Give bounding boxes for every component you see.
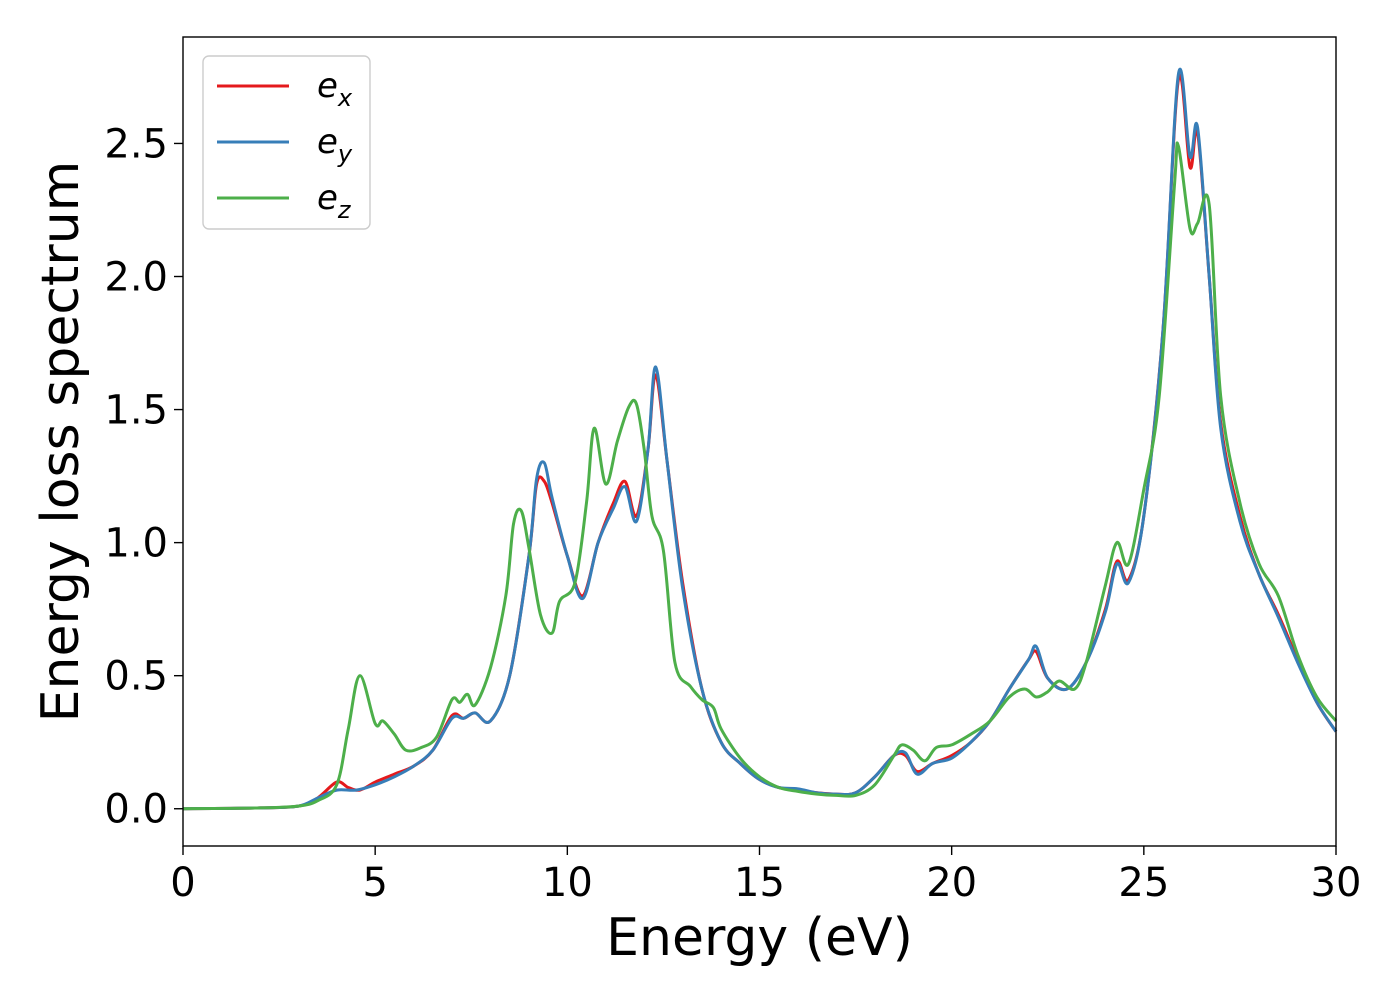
y-axis-label: Energy loss spectrum xyxy=(31,161,91,723)
x-tick-label: 15 xyxy=(734,860,785,906)
legend: ex ey ez xyxy=(202,55,371,230)
y-tick-label: 0.5 xyxy=(104,654,168,700)
y-tick-label: 0.0 xyxy=(104,787,168,833)
x-tick-label: 10 xyxy=(542,860,593,906)
y-tick-label: 2.5 xyxy=(104,121,168,167)
x-tick-label: 0 xyxy=(170,860,195,906)
y-tick-label: 2.0 xyxy=(104,255,168,301)
legend-label-e-y: ey xyxy=(317,122,353,168)
x-axis-label: Energy (eV) xyxy=(606,908,913,968)
y-axis-ticks: 0.0 0.5 1.0 1.5 2.0 2.5 xyxy=(104,121,183,833)
series-line-e-y xyxy=(182,68,1338,811)
x-tick-label: 30 xyxy=(1311,860,1362,906)
legend-label-e-z: ez xyxy=(317,178,352,224)
y-tick-label: 1.5 xyxy=(104,388,168,434)
x-tick-label: 5 xyxy=(362,860,387,906)
series-line-e-z xyxy=(182,141,1338,811)
x-tick-label: 20 xyxy=(926,860,977,906)
y-tick-label: 1.0 xyxy=(104,521,168,567)
x-tick-label: 25 xyxy=(1118,860,1169,906)
legend-label-e-x: ex xyxy=(317,66,353,112)
x-axis-ticks: 0 5 10 15 20 25 30 xyxy=(170,846,1361,906)
series-lines xyxy=(182,68,1338,811)
